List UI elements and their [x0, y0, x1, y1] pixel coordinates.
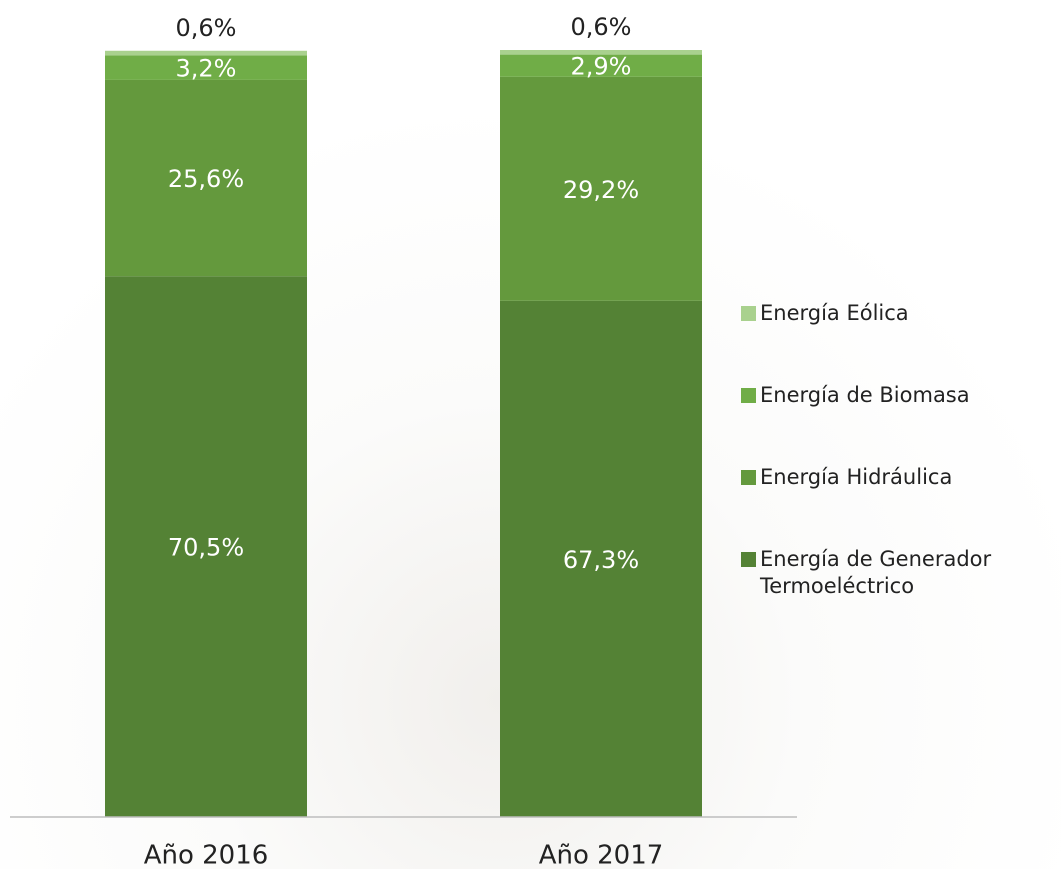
legend-label: Energía de Generador Termoeléctrico	[760, 547, 992, 598]
bar-segment	[500, 300, 702, 818]
legend-item: Energía de Biomasa	[741, 382, 1061, 464]
legend: Energía de Generador Termoeléctrico Energ…	[741, 300, 1061, 628]
data-label: 70,5%	[168, 534, 244, 562]
legend-label: Energía de Biomasa	[760, 383, 970, 407]
legend-swatch	[741, 470, 756, 485]
bar-segment	[500, 76, 702, 301]
legend-item: Energía de Generador Termoeléctrico	[741, 546, 1061, 628]
data-label: 3,2%	[176, 55, 237, 83]
legend-swatch	[741, 552, 756, 567]
data-label: 0,6%	[571, 13, 632, 41]
bar-segment	[500, 50, 702, 55]
bar-segment	[500, 54, 702, 77]
data-label: 25,6%	[168, 165, 244, 193]
data-label: 29,2%	[563, 176, 639, 204]
bar-segment	[105, 79, 307, 277]
x-tick-label: Año 2016	[144, 841, 269, 869]
bar-segment	[105, 55, 307, 80]
legend-swatch	[741, 388, 756, 403]
legend-label: Energía Eólica	[760, 301, 909, 325]
x-tick-label: Año 2017	[539, 841, 664, 869]
bar-segment	[105, 50, 307, 56]
data-label: 67,3%	[563, 546, 639, 574]
legend-swatch	[741, 306, 756, 321]
data-label: 2,9%	[571, 53, 632, 81]
legend-item: Energía Eólica	[741, 300, 1061, 382]
legend-label: Energía Hidráulica	[760, 465, 953, 489]
legend-item: Energía Hidráulica	[741, 464, 1061, 546]
bar-segment	[105, 276, 307, 817]
data-label: 0,6%	[176, 14, 237, 42]
